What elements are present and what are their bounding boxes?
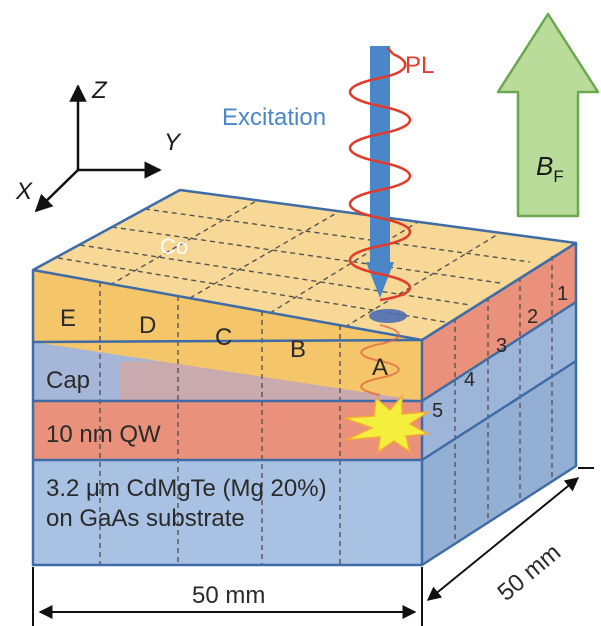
qw-label: 10 nm QW bbox=[46, 421, 161, 448]
co-label: Co bbox=[160, 234, 188, 259]
pl-arrow bbox=[387, 47, 394, 55]
co-top-face bbox=[33, 190, 576, 340]
front-dividers bbox=[99, 282, 341, 565]
x-axis bbox=[34, 169, 79, 213]
excitation-beam bbox=[370, 46, 390, 264]
substrate-label-line2: on GaAs substrate bbox=[46, 505, 245, 532]
y-axis-label: Y bbox=[164, 129, 182, 156]
region-label-2: 2 bbox=[527, 306, 538, 328]
depth-dimension bbox=[426, 467, 594, 601]
pl-wave bbox=[348, 52, 412, 302]
region-label-4: 4 bbox=[464, 369, 475, 391]
region-label-1: 1 bbox=[557, 283, 568, 305]
region-label-c: C bbox=[215, 324, 232, 351]
excitation-beam-head bbox=[366, 262, 394, 298]
side-dividers bbox=[454, 256, 553, 544]
excitation-label: Excitation bbox=[222, 104, 326, 131]
width-label: 50 mm bbox=[192, 582, 265, 609]
region-label-5: 5 bbox=[432, 400, 443, 422]
flash-icon bbox=[343, 393, 431, 454]
x-axis-label: X bbox=[15, 178, 33, 205]
field-arrow-icon bbox=[496, 12, 600, 218]
z-axis-label: Z bbox=[91, 77, 108, 104]
qw-front-face bbox=[33, 401, 422, 460]
region-label-d: D bbox=[139, 312, 156, 339]
substrate-label-line1: 3.2 μm CdMgTe (Mg 20%) bbox=[46, 475, 327, 502]
co-front-face bbox=[33, 270, 422, 401]
cap-label: Cap bbox=[46, 367, 90, 394]
pl-label: PL bbox=[405, 52, 434, 79]
region-label-e: E bbox=[60, 305, 76, 332]
pl-wave-subsurface bbox=[360, 324, 400, 396]
axes-icon bbox=[34, 84, 162, 213]
field-symbol: B bbox=[536, 151, 553, 181]
width-dimension bbox=[32, 567, 423, 626]
beam-spot bbox=[369, 309, 407, 323]
region-label-3: 3 bbox=[496, 335, 507, 357]
co-right-face bbox=[422, 243, 576, 401]
region-label-b: B bbox=[290, 336, 306, 363]
outlines bbox=[31, 188, 578, 567]
region-label-a: A bbox=[372, 354, 388, 381]
field-label: BF bbox=[536, 151, 564, 186]
depth-label: 50 mm bbox=[493, 539, 567, 607]
field-subscript: F bbox=[553, 167, 563, 186]
qw-right-face bbox=[422, 302, 576, 460]
substrate-front-face bbox=[33, 460, 422, 565]
